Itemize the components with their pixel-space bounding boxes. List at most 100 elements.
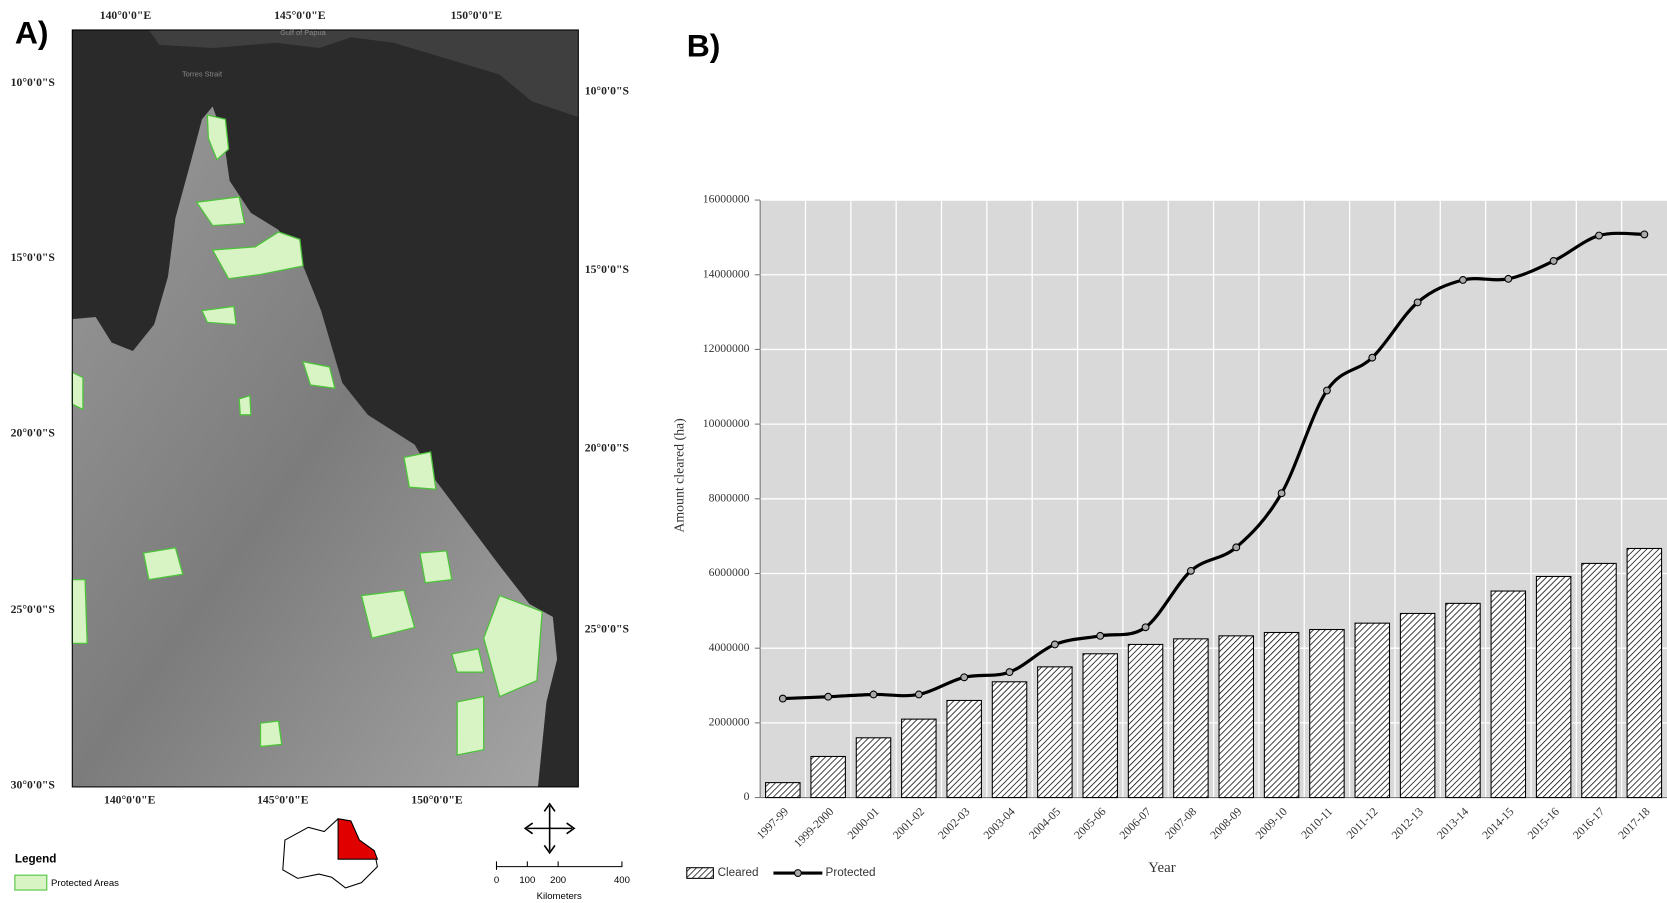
x-tick-label: 2010-11	[1299, 805, 1336, 842]
x-tick-label: 2007-08	[1162, 805, 1199, 842]
bar	[1354, 622, 1391, 799]
lat-label: 25°0'0"S	[11, 603, 55, 616]
legend-title: Legend	[15, 852, 57, 865]
scale-bar	[495, 861, 623, 870]
bar	[1082, 653, 1118, 799]
bar	[946, 699, 982, 799]
y-tick-label: 12000000	[703, 342, 750, 355]
line-marker	[1232, 543, 1241, 552]
bar	[810, 755, 846, 799]
scale-label: 200	[550, 875, 566, 886]
x-tick-label: 2000-01	[845, 805, 882, 842]
north-arrow	[523, 802, 576, 855]
x-tick-label: 2016-17	[1571, 805, 1608, 842]
lat-label: 10°0'0"S	[11, 76, 55, 89]
scale-label: 100	[519, 875, 535, 886]
bar	[1173, 638, 1209, 799]
bar	[1490, 590, 1527, 799]
line-marker	[914, 690, 923, 699]
line-marker	[1640, 230, 1649, 239]
bar	[1399, 612, 1436, 799]
lon-label: 145°0'0"E	[257, 793, 309, 806]
line-marker	[1141, 623, 1150, 632]
x-tick-label: 2003-04	[981, 805, 1018, 842]
lat-label: 15°0'0"S	[585, 263, 629, 276]
x-tick-label: 2014-15	[1480, 805, 1517, 842]
line-marker	[1595, 231, 1603, 240]
lat-label: 10°0'0"S	[585, 84, 629, 97]
bar	[1626, 547, 1663, 799]
lon-label: 140°0'0"E	[104, 793, 156, 806]
x-tick-label: 2005-06	[1072, 805, 1109, 842]
map: Gulf of Papua Torres Strait 140°0'0"E 14…	[11, 9, 630, 902]
bar	[1218, 635, 1255, 799]
legend-swatch	[14, 874, 48, 891]
panel-label: A)	[15, 15, 49, 51]
inset-map	[282, 818, 379, 889]
scale-label: 0	[494, 875, 499, 886]
legend-label: Cleared	[718, 866, 759, 879]
y-tick-label: 14000000	[703, 267, 750, 280]
line-marker	[869, 690, 878, 699]
scale-unit: Kilometers	[537, 891, 582, 902]
y-tick-label: 4000000	[709, 641, 750, 654]
place-label: Torres Strait	[182, 70, 223, 79]
x-tick-label: 2009-10	[1253, 805, 1290, 842]
legend-swatch	[793, 869, 802, 877]
lon-label: 145°0'0"E	[274, 9, 326, 22]
legend-label: Protected Areas	[51, 878, 119, 889]
line	[782, 231, 1645, 701]
x-tick-label: 2012-13	[1389, 805, 1426, 842]
line-marker	[778, 694, 787, 703]
line-marker	[1504, 274, 1513, 283]
y-tick-label: 6000000	[709, 566, 750, 579]
line-marker	[1005, 668, 1014, 677]
map-frame	[71, 29, 579, 788]
line-marker	[1459, 276, 1467, 284]
bar	[1309, 628, 1345, 799]
y-tick-label: 2000000	[709, 716, 750, 729]
lon-label: 140°0'0"E	[100, 9, 152, 22]
legend-label: Protected	[826, 866, 876, 879]
bar	[901, 718, 937, 799]
line-marker	[1096, 631, 1105, 640]
chart: Amount cleared (ha) Year 0 2000000 4000000…	[672, 193, 1667, 879]
lon-label: 150°0'0"E	[451, 9, 503, 22]
y-tick-label: 16000000	[703, 193, 750, 206]
lat-label: 15°0'0"S	[11, 251, 55, 264]
lat-label: 20°0'0"S	[585, 442, 629, 455]
y-tick-label: 8000000	[709, 491, 750, 504]
bar	[765, 782, 801, 799]
y-tick-label: 0	[744, 790, 750, 803]
x-tick-label: 2015-16	[1525, 805, 1562, 842]
scale-label: 400	[614, 875, 630, 886]
bar	[1263, 631, 1300, 799]
bar	[1127, 643, 1164, 799]
line-marker	[1368, 353, 1377, 362]
x-tick-label: 2002-03	[936, 805, 973, 842]
x-tick-label: 2011-12	[1344, 805, 1381, 842]
lat-label: 25°0'0"S	[585, 622, 629, 635]
line-marker	[960, 673, 969, 682]
x-tick-label: 1999-2000	[791, 805, 836, 850]
bar	[1445, 602, 1481, 799]
legend-swatch	[686, 867, 714, 879]
land-png	[148, 29, 579, 118]
bar	[855, 737, 892, 799]
x-tick-label: 2013-14	[1434, 805, 1471, 842]
x-tick-label: 2006-07	[1117, 805, 1154, 842]
lat-label: 30°0'0"S	[11, 779, 55, 792]
line-marker	[1050, 640, 1059, 649]
line-marker	[1322, 386, 1331, 395]
lon-label: 150°0'0"E	[411, 793, 463, 806]
bar	[991, 681, 1028, 799]
x-tick-label: 2017-18	[1616, 805, 1653, 842]
line-marker	[1277, 489, 1286, 498]
land	[72, 106, 558, 787]
place-label: Gulf of Papua	[280, 28, 326, 37]
x-tick-label: 2004-05	[1026, 805, 1063, 842]
panel-label: B)	[687, 27, 721, 63]
line-marker	[1186, 566, 1195, 575]
y-axis-label: Amount cleared (ha)	[672, 418, 688, 532]
